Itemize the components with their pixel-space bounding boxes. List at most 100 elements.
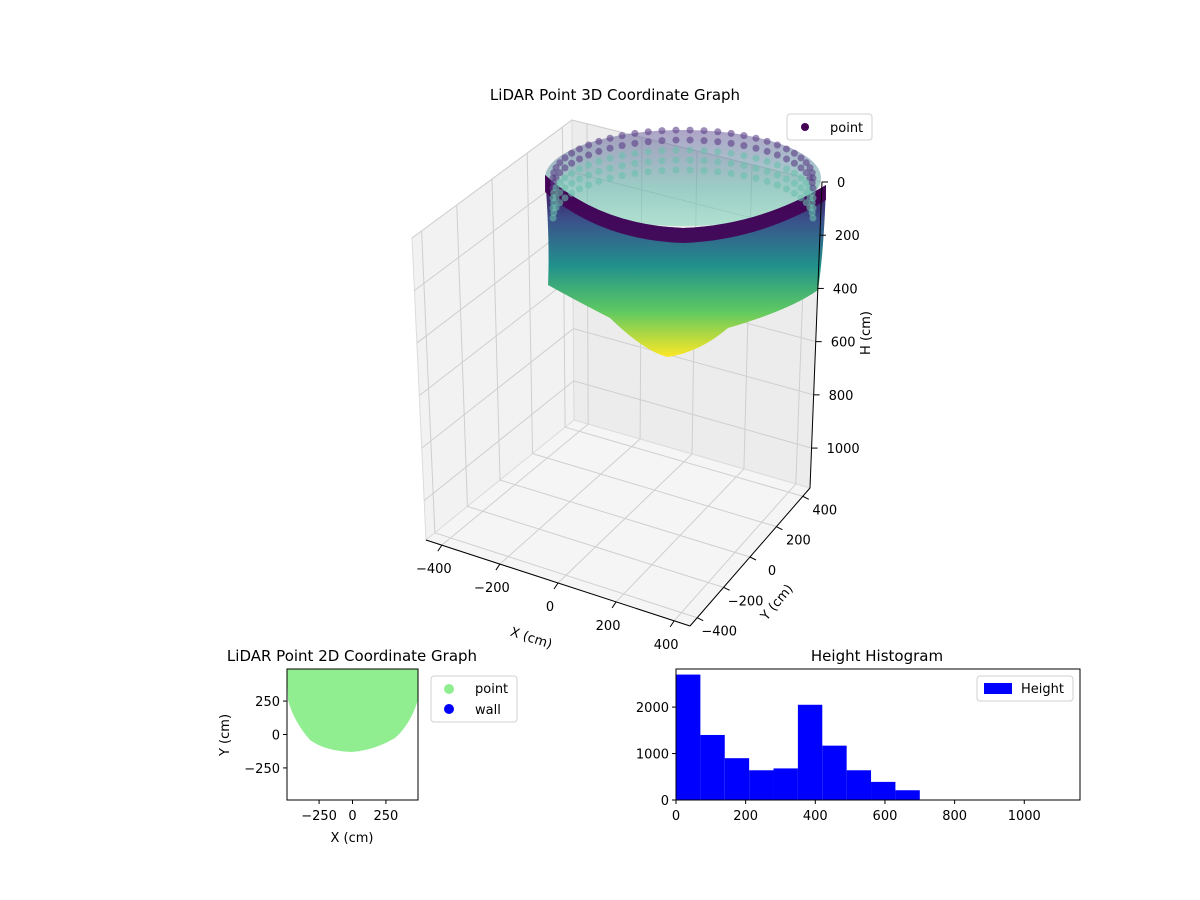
plot3d-zlabel: H (cm) <box>859 311 874 355</box>
histogram-ytick-label: 2000 <box>636 701 669 716</box>
cloud-point <box>576 175 584 183</box>
plot3d-legend: point <box>786 113 873 141</box>
cloud-point <box>568 159 576 167</box>
plot3d-ztick-label: 1000 <box>827 442 860 457</box>
grid-line <box>421 328 814 449</box>
cloud-point <box>618 152 626 160</box>
cloud-point <box>809 204 817 212</box>
cloud-point <box>644 138 652 146</box>
cloud-point <box>809 194 817 202</box>
cloud-point <box>618 162 626 170</box>
plot2d-ylabel: Y (cm) <box>218 714 233 757</box>
plot3d-xtick-label: −400 <box>416 562 452 577</box>
cloud-point <box>606 154 614 162</box>
histogram-xtick-label: 800 <box>942 809 967 824</box>
cloud-rim <box>545 175 826 243</box>
cloud-point <box>606 174 614 182</box>
cloud-point <box>561 164 569 172</box>
cloud-point <box>797 184 805 192</box>
cloud-point <box>606 134 614 142</box>
cloud-point <box>714 128 722 136</box>
cloud-point <box>552 174 560 182</box>
histogram-bar <box>871 781 896 800</box>
histogram-bar <box>700 734 725 800</box>
grid-line <box>564 426 803 497</box>
cloud-point <box>568 149 576 157</box>
plot3d-xtick-mark <box>669 620 675 628</box>
cloud-point <box>658 137 666 145</box>
cloud-point <box>672 136 680 144</box>
plot2d-legend-label-point: point <box>475 682 508 697</box>
cloud-point <box>740 152 748 160</box>
cloud-point <box>752 134 760 142</box>
cloud-point <box>585 161 593 169</box>
cloud-point <box>585 151 593 159</box>
cloud-point <box>585 171 593 179</box>
plot3d-xtick-label: 0 <box>546 600 554 615</box>
cloud-point <box>644 148 652 156</box>
plot3d-ytick-label: 400 <box>812 503 837 518</box>
cloud-point <box>797 194 805 202</box>
plot2d-xtick-label: −250 <box>301 809 337 824</box>
cloud-point <box>714 138 722 146</box>
cloud-point <box>686 146 694 154</box>
cloud-point <box>595 137 603 145</box>
cloud-point <box>797 174 805 182</box>
cloud-point <box>808 169 816 177</box>
plot3d-legend-label: point <box>830 121 863 136</box>
cloud-point <box>658 147 666 155</box>
cloud-point <box>773 181 781 189</box>
histogram-bar <box>895 790 920 800</box>
plot3d-ytick-mark <box>723 586 730 591</box>
cloud-point <box>790 149 798 157</box>
plot3d-ztick-label: 400 <box>833 282 858 297</box>
cloud-point <box>740 172 748 180</box>
cloud-point <box>658 157 666 165</box>
cloud-point <box>552 194 560 202</box>
plot3d-xtick-mark <box>553 582 559 590</box>
cloud-point <box>790 169 798 177</box>
cloud-point <box>585 141 593 149</box>
cloud-point <box>809 214 817 222</box>
cloud-point <box>672 166 680 174</box>
cloud-point <box>658 127 666 135</box>
cloud-point <box>644 168 652 176</box>
cloud-point <box>773 171 781 179</box>
cloud-point <box>561 184 569 192</box>
cloud-point <box>686 166 694 174</box>
grid-line <box>499 479 751 558</box>
grid-line <box>423 380 812 501</box>
cloud-point <box>714 148 722 156</box>
cloud-point <box>672 126 680 134</box>
cloud-point <box>790 189 798 197</box>
plot3d-xtick-mark <box>495 563 501 571</box>
histogram-ytick-label: 1000 <box>636 748 669 763</box>
cloud-point <box>797 164 805 172</box>
cloud-point <box>556 189 564 197</box>
cloud-point <box>585 181 593 189</box>
cloud-point <box>549 214 557 222</box>
cloud-point <box>576 145 584 153</box>
cloud-point <box>552 164 560 172</box>
cloud-point <box>618 132 626 140</box>
cloud-point <box>782 185 790 193</box>
plot3d-title: LiDAR Point 3D Coordinate Graph <box>490 86 740 104</box>
histogram-xtick-label: 200 <box>733 809 758 824</box>
cloud-point <box>556 159 564 167</box>
cloud-point <box>752 144 760 152</box>
cloud-point <box>606 144 614 152</box>
cloud-point <box>802 159 810 167</box>
cloud-point <box>802 179 810 187</box>
plot3d-ytick-mark <box>802 495 810 500</box>
cloud-point <box>797 154 805 162</box>
cloud-point <box>782 155 790 163</box>
cloud-point <box>686 126 694 134</box>
cloud-point <box>631 159 639 167</box>
plot2d-legend: point wall <box>430 675 518 723</box>
cloud-point <box>686 136 694 144</box>
histogram-bar <box>822 745 847 800</box>
plot3d: LiDAR Point 3D Coordinate Graph −400 −200… <box>411 86 874 653</box>
cloud-point <box>700 137 708 145</box>
histogram-xtick-label: 1000 <box>1008 809 1041 824</box>
